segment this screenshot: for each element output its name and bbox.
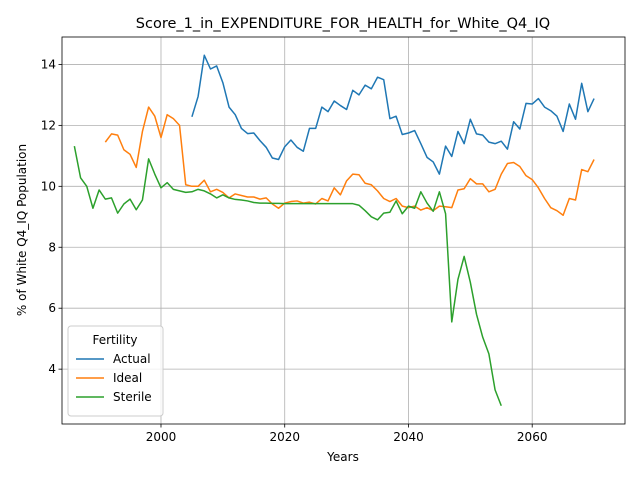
- y-tick-label: 10: [41, 179, 56, 193]
- x-axis-label: Years: [326, 450, 359, 464]
- legend-label-ideal: Ideal: [113, 371, 142, 385]
- y-tick-label: 6: [48, 301, 56, 315]
- legend-entries: Actual Ideal Sterile: [76, 352, 152, 404]
- series-line-sterile: [73, 145, 502, 406]
- legend: Fertility Actual Ideal Sterile: [67, 325, 164, 417]
- axis-ticks: 2000 2020 2040 2060 4 6 8 10 12 14: [41, 57, 548, 444]
- y-axis-label: % of White Q4_IQ Population: [15, 144, 29, 316]
- x-tick-label: 2040: [393, 430, 424, 444]
- legend-label-actual: Actual: [113, 352, 151, 366]
- legend-box: [67, 325, 164, 417]
- y-tick-label: 8: [48, 240, 56, 254]
- legend-title: Fertility: [92, 333, 137, 347]
- legend-label-sterile: Sterile: [113, 390, 152, 404]
- chart-title: Score_1_in_EXPENDITURE_FOR_HEALTH_for_Wh…: [136, 16, 550, 32]
- series-lines: [73, 54, 595, 406]
- plot-frame: [61, 36, 626, 425]
- y-tick-label: 4: [48, 362, 56, 376]
- x-tick-label: 2060: [517, 430, 548, 444]
- grid: [62, 37, 625, 424]
- y-tick-label: 14: [41, 57, 56, 71]
- y-tick-label: 12: [41, 118, 56, 132]
- x-tick-label: 2000: [146, 430, 177, 444]
- series-line-ideal: [104, 106, 595, 217]
- x-tick-label: 2020: [269, 430, 300, 444]
- series-line-actual: [191, 54, 595, 175]
